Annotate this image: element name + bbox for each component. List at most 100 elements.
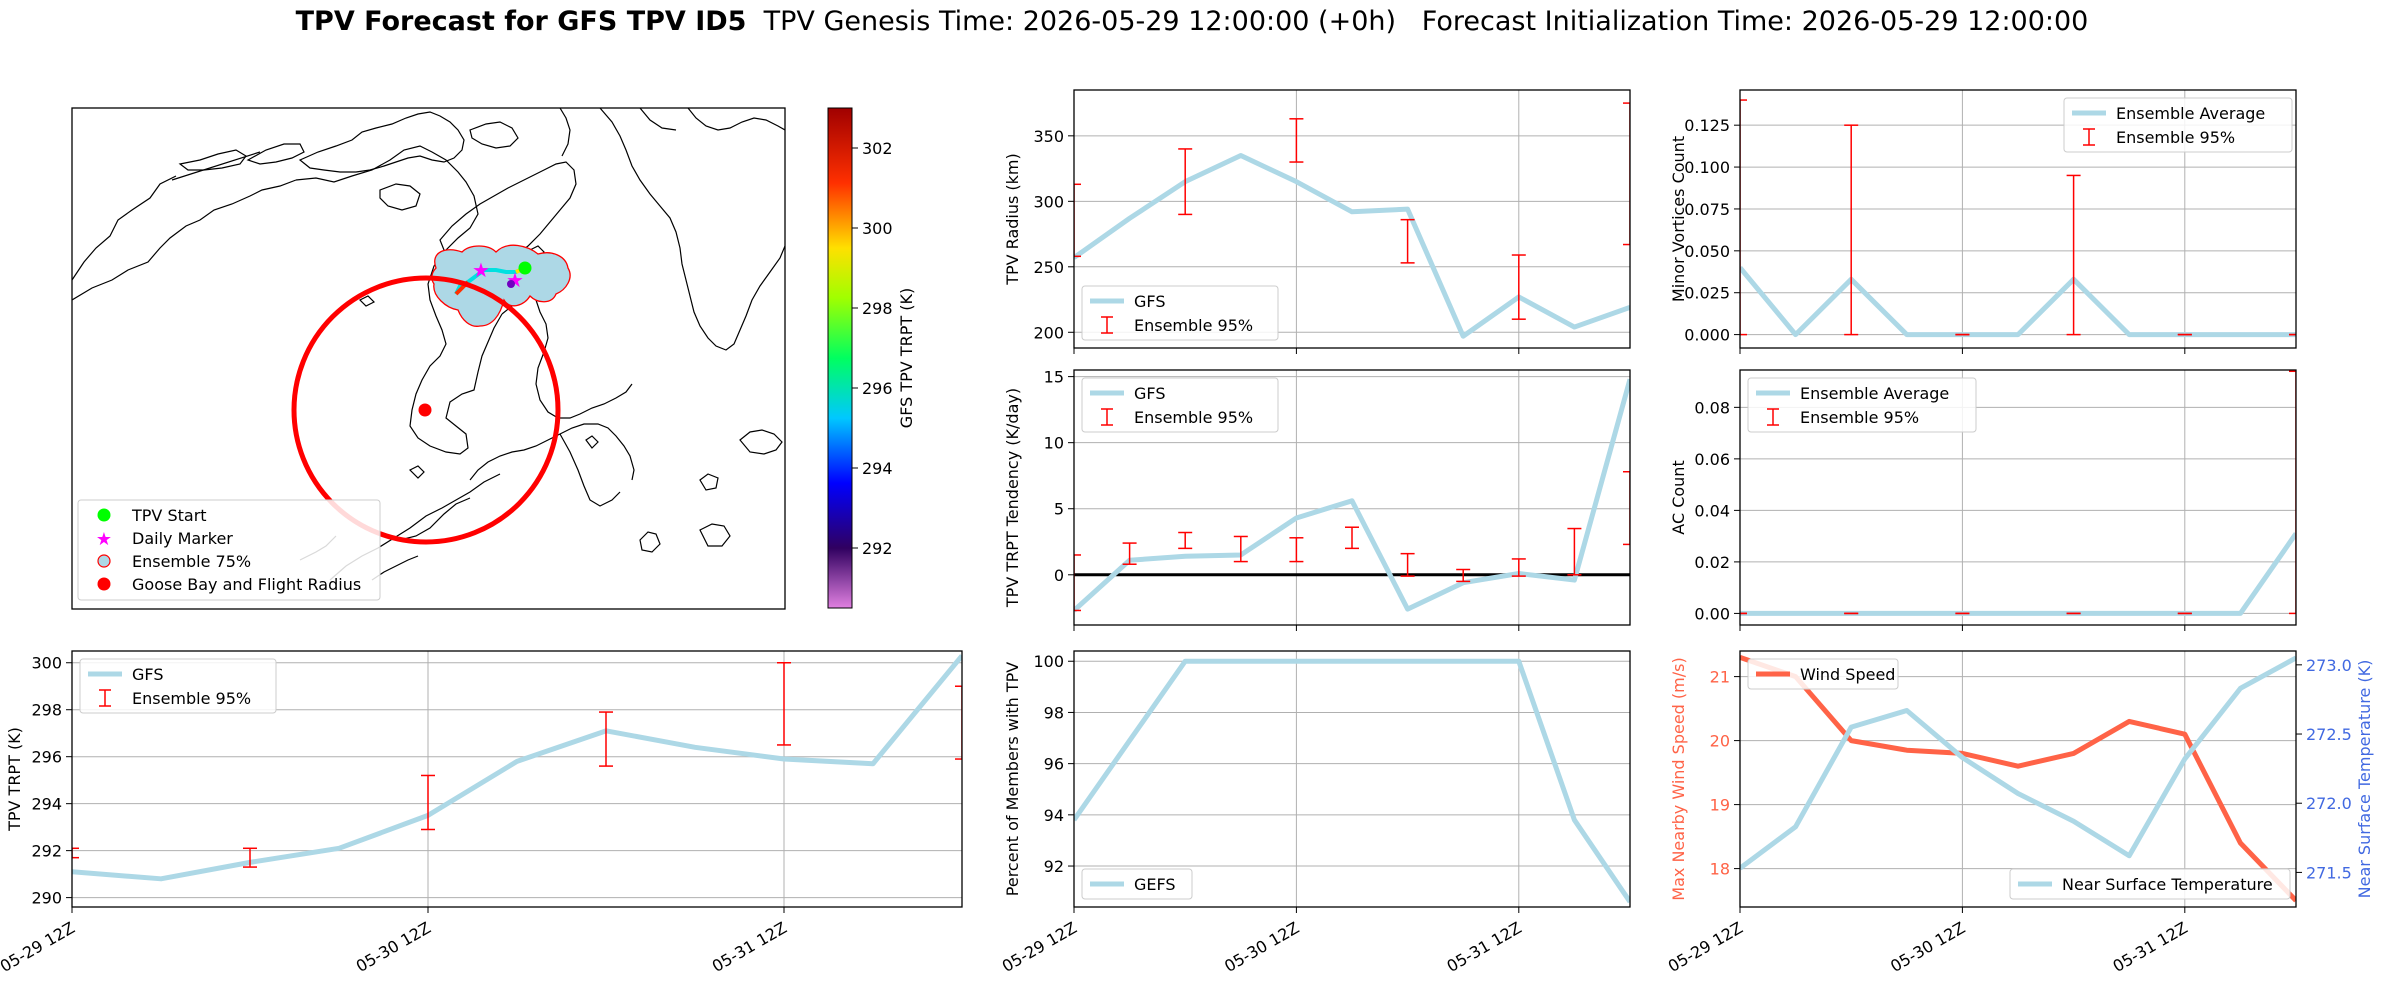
- series-line: [1740, 532, 2296, 616]
- title-bold: TPV Forecast for GFS TPV ID5: [295, 6, 747, 37]
- colorbar-tick-label: 292: [862, 539, 893, 558]
- y-tick-label: 300: [1033, 192, 1064, 211]
- y-tick-label: 0.125: [1684, 116, 1730, 135]
- legend-label: Wind Speed: [1800, 665, 1895, 684]
- y-tick-label: 92: [1044, 857, 1064, 876]
- y-tick-label: 0.025: [1684, 284, 1730, 303]
- y-tick-label: 19: [1710, 796, 1730, 815]
- y-axis-label-right: Near Surface Temperature (K): [2355, 660, 2374, 899]
- y-tick-label: 0.04: [1694, 501, 1730, 520]
- goose-bay-marker: [418, 403, 432, 417]
- y-tick-label: 94: [1044, 806, 1064, 825]
- series-line: [1740, 655, 2296, 903]
- y-tick-label: 0.08: [1694, 398, 1730, 417]
- legend-label: GFS: [132, 665, 163, 684]
- y-axis-label: AC Count: [1669, 460, 1688, 534]
- map-colorbar: 292 294 296 298 300 302 GFS TPV TRPT (K): [827, 107, 916, 609]
- colorbar-tick-label: 296: [862, 379, 893, 398]
- y-tick-label-right: 272.5: [2306, 725, 2352, 744]
- legend-box: [1747, 377, 1977, 433]
- x-tick-label: 05-31 12Z: [1444, 918, 1525, 976]
- panel-ac: 0.00 0.02 0.04 0.06 0.08 AC Count Ensemble Ave…: [1669, 369, 2297, 631]
- axes-frame: [71, 650, 963, 908]
- y-tick-label-right: 271.5: [2306, 863, 2352, 882]
- legend-label: Ensemble Average: [2116, 104, 2265, 123]
- x-tick-label: 05-30 12Z: [1887, 918, 1968, 976]
- y-tick-label: 0.02: [1694, 553, 1730, 572]
- series-line: [1074, 152, 1630, 339]
- legend-label: GEFS: [1134, 875, 1176, 894]
- y-tick-label: 296: [31, 748, 62, 767]
- plot-area-ac: [1740, 370, 2296, 616]
- x-tick-label: 05-30 12Z: [1221, 918, 1302, 976]
- legend-minor: Ensemble Average Ensemble 95%: [2063, 97, 2293, 153]
- legend-goose-bay-icon: [97, 577, 111, 591]
- axes-frame: [1739, 650, 2297, 908]
- map-legend-item: Ensemble 75%: [132, 552, 251, 571]
- series-line: [1740, 265, 2296, 338]
- y-tick-label: 294: [31, 795, 62, 814]
- x-tick-label: 05-31 12Z: [709, 918, 790, 976]
- axes-frame: [1073, 650, 1631, 908]
- title-init: Forecast Initialization Time: 2026-05-29…: [1421, 6, 2089, 37]
- y-tick-label: 100: [1033, 652, 1064, 671]
- plot-area-minor: [1740, 99, 2296, 338]
- y-tick-label: 5: [1054, 500, 1064, 519]
- plot-area-tendency: [1074, 378, 1630, 613]
- title-genesis: TPV Genesis Time: 2026-05-29 12:00:00 (+…: [763, 6, 1397, 37]
- legend-label: Ensemble 95%: [1134, 316, 1253, 335]
- y-axis-label: TPV Radius (km): [1003, 153, 1022, 286]
- legend-wind: Wind Speed: [1747, 658, 1899, 690]
- plot-area-wind_temp: [1740, 655, 2296, 903]
- y-tick-label: 0.06: [1694, 450, 1730, 469]
- y-axis-label: Max Nearby Wind Speed (m/s): [1669, 657, 1688, 900]
- legend-label: GFS: [1134, 292, 1165, 311]
- panel-radius: 200 250 300 350 TPV Radius (km) GFS Ensemble 9…: [1003, 89, 1631, 354]
- ensemble-75-area: [431, 244, 571, 327]
- y-tick-label: 292: [31, 842, 62, 861]
- goose-bay-radius: [291, 275, 561, 545]
- y-tick-label: 0.00: [1694, 604, 1730, 623]
- tpv-start-marker: [518, 261, 532, 275]
- legend-label: Ensemble 95%: [1800, 408, 1919, 427]
- plot-area-radius: [1074, 102, 1630, 339]
- colorbar-label: GFS TPV TRPT (K): [897, 288, 916, 428]
- tpv-end-marker: [507, 280, 515, 288]
- y-tick-label: 15: [1044, 368, 1064, 387]
- axes-frame: [1739, 369, 2297, 626]
- legend-label: Ensemble Average: [1800, 384, 1949, 403]
- x-tick-label: 05-29 12Z: [0, 918, 78, 976]
- map-legend-item: Daily Marker: [132, 529, 233, 548]
- map-legend-item: TPV Start: [131, 506, 207, 525]
- map-panel: ★ ★ TPV Start ★ Daily Marker Ensemble 75…: [71, 107, 916, 610]
- y-tick-label: 0.075: [1684, 200, 1730, 219]
- legend-ac: Ensemble Average Ensemble 95%: [1747, 377, 1977, 433]
- x-tick-label: 05-30 12Z: [353, 918, 434, 976]
- series-line: [1074, 378, 1630, 613]
- legend-radius: GFS Ensemble 95%: [1081, 285, 1279, 341]
- y-tick-label: 96: [1044, 755, 1064, 774]
- y-tick-label: 300: [31, 654, 62, 673]
- legend-label: Ensemble 95%: [1134, 408, 1253, 427]
- panel-trpt: 290 292 294 296 298 300 05-29 12Z 05-30 12Z 05-3…: [0, 650, 963, 976]
- axes-frame: [1739, 89, 2297, 349]
- plot-area-percent: [1074, 658, 1630, 904]
- y-tick-label: 0.050: [1684, 242, 1730, 261]
- legend-tpv-start-icon: [97, 508, 111, 522]
- legend-box: [1747, 658, 1899, 690]
- panel-wind_temp: 18 19 20 21 05-29 12Z 05-30 12Z 05-31 12Z Max N…: [1665, 650, 2374, 976]
- y-tick-label: 250: [1033, 258, 1064, 277]
- x-tick-label: 05-29 12Z: [999, 918, 1080, 976]
- y-axis-label: TPV TRPT (K): [5, 727, 24, 832]
- map-frame: [71, 107, 786, 610]
- daily-marker-1: ★: [472, 258, 490, 282]
- y-tick-label-right: 272.0: [2306, 794, 2352, 813]
- daily-marker-2: ★: [506, 268, 524, 292]
- series-line: [1740, 655, 2296, 871]
- y-tick-label: 18: [1710, 860, 1730, 879]
- x-tick-label: 05-29 12Z: [1665, 918, 1746, 976]
- legend-temp: Near Surface Temperature: [2009, 868, 2291, 900]
- axes-frame: [1073, 369, 1631, 626]
- y-tick-label: 0.100: [1684, 158, 1730, 177]
